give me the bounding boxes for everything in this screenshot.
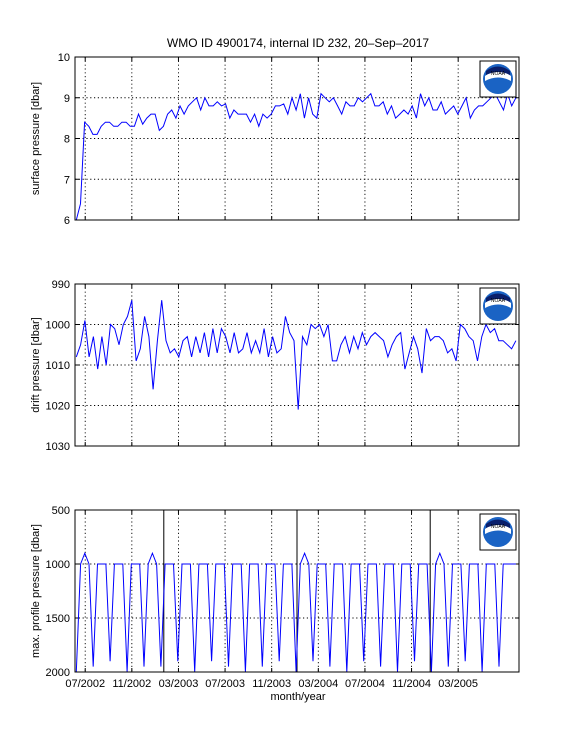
series-line bbox=[75, 300, 517, 410]
y-tick-label: 1030 bbox=[46, 441, 70, 453]
axes-frame bbox=[74, 56, 520, 221]
x-tick-label: 07/2002 bbox=[65, 678, 105, 690]
logo-sky bbox=[486, 519, 510, 528]
logo-bird bbox=[485, 524, 511, 534]
logo-bird bbox=[485, 298, 511, 308]
panel-2: 990 1000 1010 1020 1030 drift pressure [dbar]… bbox=[30, 279, 520, 453]
y-tick-label: 9 bbox=[64, 93, 70, 105]
y-tick-label: 1500 bbox=[46, 613, 70, 625]
y-tick-label: 1020 bbox=[46, 401, 70, 413]
panel-1: 6 7 8 9 10 surface pressure [dbar] NOAA bbox=[30, 52, 520, 227]
logo-sky bbox=[486, 293, 510, 302]
y-tick-label: 6 bbox=[64, 215, 70, 227]
y-tick-label: 1000 bbox=[46, 320, 70, 332]
panel-3: 500 1000 1500 2000 max. profile pressure [db… bbox=[30, 505, 520, 679]
axes-frame bbox=[74, 509, 520, 673]
figure-title: WMO ID 4900174, internal ID 232, 20–Sep–… bbox=[167, 36, 429, 50]
x-tick-label: 07/2003 bbox=[205, 678, 245, 690]
y-tick-label: 10 bbox=[58, 52, 70, 64]
x-tick-label: 11/2002 bbox=[112, 678, 151, 690]
y-axis-label: max. profile pressure [dbar] bbox=[30, 524, 42, 658]
x-tick-label: 03/2005 bbox=[438, 678, 478, 690]
noaa-logo-icon: NOAA bbox=[479, 60, 517, 98]
logo-text: NOAA bbox=[491, 524, 506, 530]
y-tick-label: 1010 bbox=[46, 360, 70, 372]
y-axis-label: drift pressure [dbar] bbox=[30, 317, 42, 412]
x-tick-label: 03/2003 bbox=[159, 678, 199, 690]
y-tick-label: 2000 bbox=[46, 667, 70, 679]
noaa-logo-icon: NOAA bbox=[479, 513, 517, 551]
noaa-logo-icon: NOAA bbox=[479, 287, 517, 325]
axes-frame bbox=[74, 283, 520, 447]
y-axis-label: surface pressure [dbar] bbox=[30, 82, 42, 195]
logo-text: NOAA bbox=[491, 298, 506, 304]
series-line bbox=[75, 551, 516, 673]
x-tick-label: 07/2004 bbox=[345, 678, 385, 690]
logo-bird bbox=[485, 71, 511, 81]
x-axis-label: month/year bbox=[270, 691, 325, 703]
y-tick-label: 500 bbox=[52, 505, 70, 517]
x-tick-label: 11/2003 bbox=[252, 678, 291, 690]
panels-group: 6 7 8 9 10 surface pressure [dbar] NOAA 990 1000… bbox=[30, 52, 520, 690]
x-tick-label: 03/2004 bbox=[298, 678, 338, 690]
y-tick-label: 7 bbox=[64, 174, 70, 186]
y-tick-label: 8 bbox=[64, 134, 70, 146]
series-line bbox=[75, 91, 517, 221]
y-tick-label: 990 bbox=[52, 279, 70, 291]
y-tick-label: 1000 bbox=[46, 559, 70, 571]
x-tick-label: 11/2004 bbox=[392, 678, 431, 690]
logo-sky bbox=[486, 66, 510, 75]
logo-text: NOAA bbox=[491, 71, 506, 77]
